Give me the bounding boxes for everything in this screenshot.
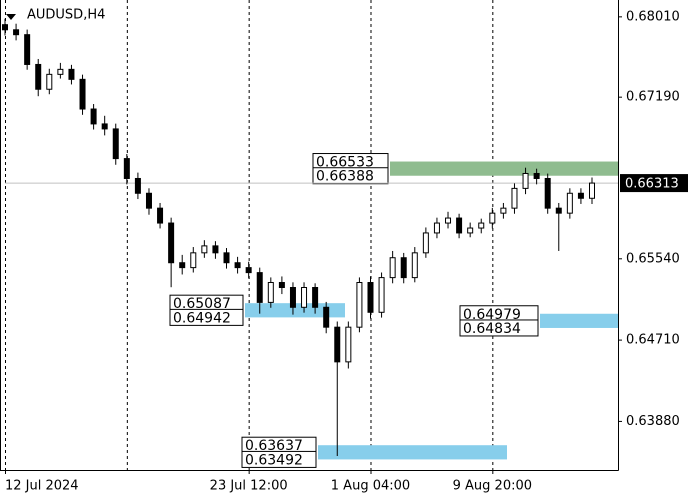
x-tick-label: 9 Aug 20:00 bbox=[453, 479, 532, 494]
candle-body bbox=[278, 282, 285, 289]
zone-label: 0.64979 bbox=[463, 307, 521, 323]
zone-label-box bbox=[169, 308, 244, 326]
candle-body bbox=[544, 177, 551, 209]
candle-body bbox=[533, 172, 540, 179]
candle-body bbox=[312, 287, 319, 308]
y-tick-label: 0.67190 bbox=[626, 90, 680, 105]
candle-body bbox=[2, 24, 8, 31]
candle-body bbox=[267, 282, 274, 303]
candle-body bbox=[289, 287, 296, 308]
candle-body bbox=[190, 252, 197, 269]
symbol-icon bbox=[6, 14, 16, 20]
zone bbox=[540, 313, 618, 328]
candle-body bbox=[68, 68, 75, 80]
x-tick-label: 12 Jul 2024 bbox=[5, 479, 79, 494]
x-tick-label: 23 Jul 12:00 bbox=[210, 479, 288, 494]
y-tick-label: 0.64710 bbox=[626, 333, 680, 348]
last-price-label: 0.66313 bbox=[625, 177, 679, 192]
candle-body bbox=[256, 272, 263, 303]
candle-body bbox=[422, 232, 429, 254]
zone-label: 0.63637 bbox=[245, 438, 303, 454]
zone bbox=[245, 303, 345, 318]
zone bbox=[318, 445, 507, 460]
zone bbox=[390, 161, 618, 176]
candle-body bbox=[555, 207, 562, 214]
candle-body bbox=[79, 78, 86, 110]
candle-body bbox=[13, 29, 20, 36]
candle-body bbox=[157, 207, 164, 224]
candle-body bbox=[411, 252, 418, 279]
y-tick-label: 0.65540 bbox=[626, 251, 680, 266]
candle-body bbox=[489, 212, 496, 224]
candle-body bbox=[589, 182, 595, 199]
candle-body bbox=[145, 192, 152, 209]
candle-body bbox=[179, 262, 186, 269]
candle-body bbox=[566, 192, 573, 214]
candle-body bbox=[334, 326, 341, 363]
candle-body bbox=[101, 123, 108, 130]
zone-label: 0.66533 bbox=[316, 155, 374, 171]
candle-body bbox=[522, 172, 529, 189]
zone-label: 0.64942 bbox=[173, 310, 231, 326]
zone-label-box bbox=[241, 450, 317, 468]
candle-body bbox=[201, 245, 208, 254]
candle-body bbox=[35, 63, 42, 90]
zone-label-box bbox=[459, 319, 539, 337]
candle-body bbox=[123, 158, 130, 179]
last-price-tag bbox=[620, 174, 688, 193]
candle-body bbox=[57, 68, 64, 75]
candle-body bbox=[345, 326, 352, 363]
candle-body bbox=[356, 282, 363, 328]
candle-body bbox=[467, 227, 474, 234]
candle-body bbox=[456, 217, 463, 234]
candle-body bbox=[367, 282, 374, 313]
x-tick-label: 1 Aug 04:00 bbox=[331, 479, 410, 494]
candle-body bbox=[134, 177, 141, 194]
candle-body bbox=[90, 108, 97, 125]
candle-body bbox=[234, 262, 241, 269]
candle-body bbox=[433, 222, 440, 234]
zone-label: 0.63492 bbox=[245, 452, 303, 468]
candle-body bbox=[500, 207, 507, 214]
candle-body bbox=[577, 192, 584, 199]
zone-label: 0.66388 bbox=[316, 169, 374, 185]
candle-body bbox=[112, 128, 119, 160]
candle-body bbox=[223, 252, 230, 264]
y-tick-label: 0.63880 bbox=[626, 414, 680, 429]
candle-body bbox=[24, 34, 31, 65]
candle-body bbox=[46, 73, 53, 90]
candle-body bbox=[478, 222, 485, 229]
candle-body bbox=[389, 257, 396, 279]
candle-body bbox=[245, 267, 252, 274]
candle-body bbox=[168, 222, 175, 264]
candle-body bbox=[378, 277, 385, 313]
zone-label: 0.65087 bbox=[173, 296, 231, 312]
zone-label: 0.64834 bbox=[463, 321, 521, 337]
candle-body bbox=[301, 287, 308, 308]
candle-body bbox=[323, 306, 330, 328]
y-tick-label: 0.68010 bbox=[626, 9, 680, 24]
zone-label-box bbox=[312, 167, 389, 185]
symbol-label: AUDUSD,H4 bbox=[27, 8, 105, 23]
candle-body bbox=[511, 187, 518, 209]
candle-body bbox=[212, 245, 219, 254]
candle-body bbox=[445, 217, 452, 224]
candle-body bbox=[400, 257, 407, 279]
